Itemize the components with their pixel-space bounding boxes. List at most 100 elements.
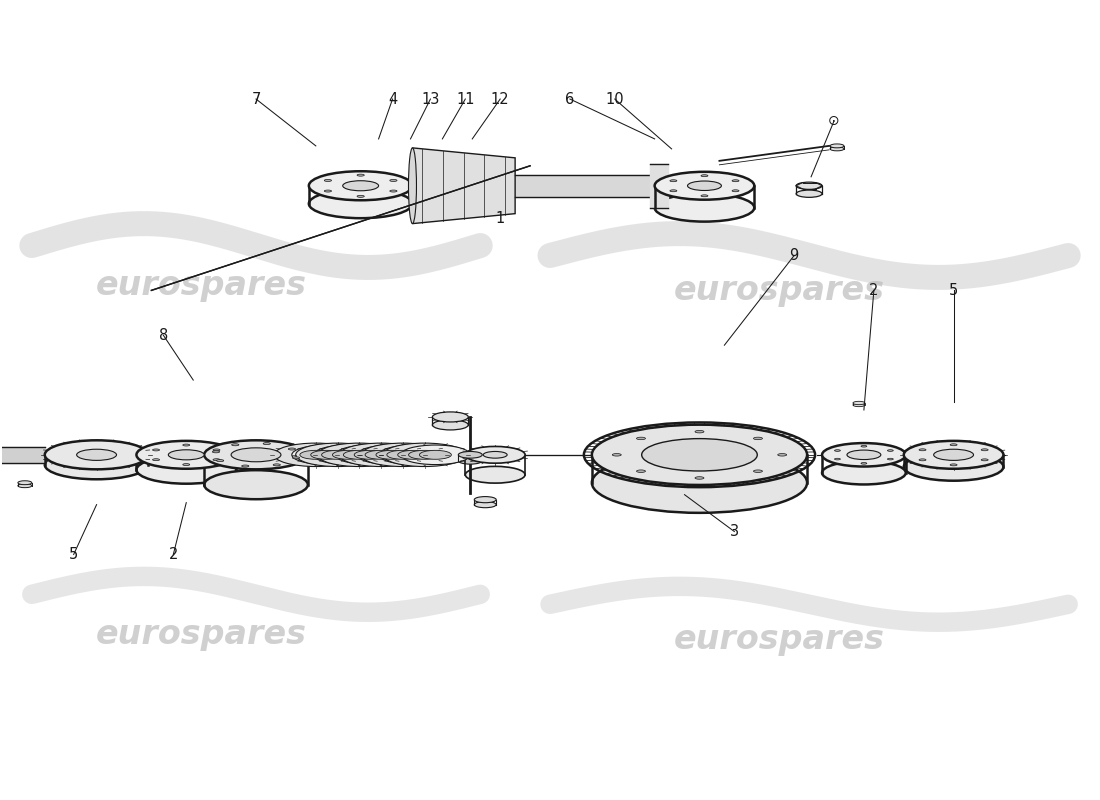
Text: eurospares: eurospares	[96, 269, 307, 302]
Ellipse shape	[408, 450, 440, 459]
Ellipse shape	[432, 420, 469, 430]
Ellipse shape	[778, 454, 786, 456]
Ellipse shape	[830, 144, 844, 148]
Ellipse shape	[754, 437, 762, 440]
Text: 8: 8	[158, 328, 168, 342]
Ellipse shape	[336, 445, 405, 465]
Ellipse shape	[358, 195, 364, 198]
Ellipse shape	[658, 443, 741, 466]
Ellipse shape	[153, 458, 159, 461]
Polygon shape	[412, 148, 515, 224]
Ellipse shape	[861, 462, 867, 464]
Ellipse shape	[18, 484, 32, 488]
Ellipse shape	[459, 458, 482, 464]
Text: 5: 5	[949, 283, 958, 298]
Ellipse shape	[835, 458, 840, 460]
Ellipse shape	[654, 172, 755, 200]
Ellipse shape	[695, 430, 704, 433]
Ellipse shape	[383, 443, 466, 466]
Ellipse shape	[309, 189, 412, 218]
Ellipse shape	[732, 190, 739, 192]
Ellipse shape	[796, 190, 822, 198]
Ellipse shape	[904, 441, 1003, 469]
Ellipse shape	[419, 450, 451, 459]
Ellipse shape	[701, 174, 708, 177]
Ellipse shape	[613, 454, 621, 456]
Ellipse shape	[861, 446, 867, 447]
Ellipse shape	[654, 194, 755, 222]
Ellipse shape	[465, 446, 525, 463]
Ellipse shape	[888, 450, 893, 451]
Ellipse shape	[77, 450, 117, 460]
Ellipse shape	[354, 450, 386, 459]
Ellipse shape	[950, 464, 957, 466]
Ellipse shape	[324, 190, 331, 192]
Ellipse shape	[263, 442, 271, 445]
Ellipse shape	[168, 450, 205, 460]
Ellipse shape	[408, 148, 417, 224]
Ellipse shape	[45, 440, 148, 470]
Ellipse shape	[637, 470, 646, 473]
Ellipse shape	[670, 180, 676, 182]
Ellipse shape	[378, 445, 449, 465]
Ellipse shape	[474, 502, 496, 508]
Ellipse shape	[950, 444, 957, 446]
Text: 12: 12	[491, 91, 509, 106]
Ellipse shape	[465, 466, 525, 483]
Ellipse shape	[296, 443, 380, 466]
Ellipse shape	[183, 444, 190, 446]
Ellipse shape	[274, 443, 358, 466]
Ellipse shape	[343, 450, 375, 459]
Ellipse shape	[310, 450, 342, 459]
Ellipse shape	[205, 440, 308, 470]
Text: ⊙: ⊙	[828, 114, 839, 128]
Ellipse shape	[389, 179, 397, 182]
Ellipse shape	[324, 179, 331, 182]
Ellipse shape	[389, 190, 397, 192]
Ellipse shape	[321, 450, 353, 459]
Text: 2: 2	[168, 547, 178, 562]
Text: 6: 6	[565, 91, 574, 106]
Ellipse shape	[852, 402, 865, 405]
Text: eurospares: eurospares	[673, 274, 884, 307]
Ellipse shape	[474, 497, 496, 502]
Ellipse shape	[398, 450, 430, 459]
Ellipse shape	[300, 450, 332, 459]
Ellipse shape	[231, 448, 280, 462]
Ellipse shape	[459, 451, 482, 458]
Ellipse shape	[205, 470, 308, 499]
Ellipse shape	[183, 463, 190, 466]
Ellipse shape	[343, 181, 378, 190]
Ellipse shape	[888, 458, 893, 460]
Ellipse shape	[136, 441, 236, 469]
Ellipse shape	[641, 438, 757, 471]
Ellipse shape	[483, 451, 507, 458]
Ellipse shape	[847, 450, 881, 459]
Ellipse shape	[288, 448, 296, 450]
Text: 7: 7	[251, 91, 261, 106]
Text: 11: 11	[456, 91, 474, 106]
Text: 2: 2	[869, 283, 879, 298]
Ellipse shape	[637, 437, 646, 440]
Ellipse shape	[835, 450, 840, 451]
Ellipse shape	[242, 465, 249, 467]
Text: eurospares: eurospares	[673, 622, 884, 656]
Ellipse shape	[981, 459, 988, 461]
Ellipse shape	[796, 182, 822, 190]
Ellipse shape	[830, 147, 844, 151]
Ellipse shape	[852, 403, 865, 406]
Ellipse shape	[136, 456, 236, 484]
Ellipse shape	[213, 449, 220, 451]
Ellipse shape	[217, 459, 223, 462]
Text: 5: 5	[69, 547, 78, 562]
Ellipse shape	[365, 450, 397, 459]
Ellipse shape	[904, 453, 1003, 481]
Ellipse shape	[592, 425, 807, 485]
Ellipse shape	[400, 445, 471, 465]
Ellipse shape	[695, 477, 704, 479]
Ellipse shape	[688, 181, 722, 190]
Ellipse shape	[670, 190, 676, 192]
Ellipse shape	[213, 458, 220, 461]
Text: 4: 4	[388, 91, 397, 106]
Ellipse shape	[822, 443, 905, 466]
